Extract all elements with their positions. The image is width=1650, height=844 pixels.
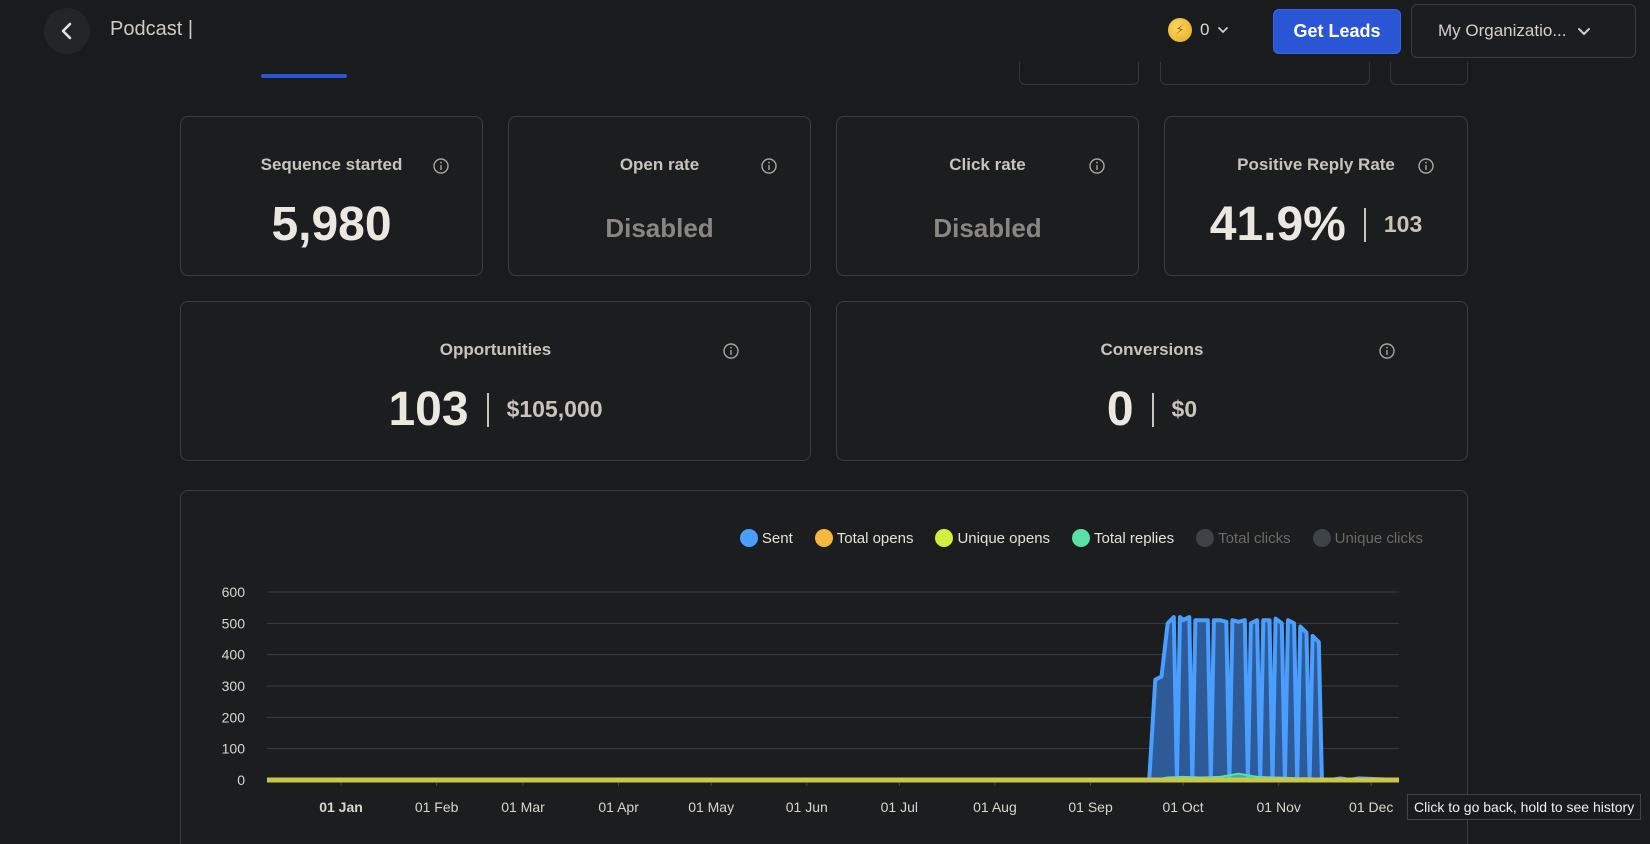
get-leads-button[interactable]: Get Leads — [1273, 9, 1401, 54]
legend-label: Sent — [761, 529, 793, 547]
value-separator — [1363, 207, 1366, 242]
card-value-row: 5,980 — [181, 197, 482, 252]
legend-label: Unique opens — [957, 529, 1051, 547]
legend-dot — [814, 529, 833, 547]
legend-item-unique-opens[interactable]: Unique opens — [935, 529, 1050, 547]
y-tick-label: 200 — [222, 709, 246, 725]
card-value: 0 — [1106, 383, 1134, 436]
y-tick-label: 600 — [222, 584, 246, 600]
card-conversions: Conversions 0 $0 — [836, 301, 1468, 461]
card-value: 103 — [388, 383, 469, 436]
x-tick-label: 01 Jan — [319, 799, 363, 815]
y-tick-label: 300 — [222, 678, 246, 694]
series-line-sent — [341, 615, 1400, 782]
organization-select[interactable]: My Organizatio... — [1411, 4, 1636, 58]
info-icon[interactable] — [1088, 157, 1106, 175]
analytics-chart: 0 100 200 300 400 500 600 01 Jan 01 Feb 01 Mar 01 … — [222, 584, 1400, 815]
x-tick-label: 01 Oct — [1162, 799, 1203, 815]
toolbar-button[interactable] — [1390, 60, 1468, 85]
info-icon[interactable] — [760, 157, 778, 175]
card-label: Sequence started — [260, 155, 403, 174]
y-tick-label: 500 — [222, 615, 246, 631]
card-value: 41.9% — [1209, 198, 1346, 251]
y-tick-label: 0 — [237, 772, 245, 788]
x-tick-label: 01 Apr — [598, 799, 639, 815]
x-tick-label: 01 Sep — [1068, 799, 1113, 815]
info-icon[interactable] — [1378, 342, 1396, 360]
page-title: Podcast | — [110, 18, 194, 40]
x-tick-label: 01 Nov — [1257, 799, 1301, 815]
toolbar-button[interactable] — [1019, 60, 1139, 85]
chevron-down-icon — [1218, 27, 1229, 34]
chevron-left-icon — [61, 22, 72, 40]
legend-item-total-opens[interactable]: Total opens — [814, 529, 914, 547]
legend-label: Unique clicks — [1334, 529, 1423, 547]
legend-dot — [935, 529, 954, 547]
x-tick-label: 01 Dec — [1349, 799, 1393, 815]
x-tick-label: 01 Aug — [973, 799, 1017, 815]
card-opportunities: Opportunities 103 $105,000 — [180, 301, 811, 461]
card-value-row: Disabled — [837, 197, 1138, 244]
card-sub-value: 103 — [1383, 211, 1423, 237]
back-tooltip: Click to go back, hold to see history — [1407, 794, 1642, 820]
y-tick-label: 400 — [222, 647, 246, 663]
x-tick-label: 01 May — [688, 799, 734, 815]
lightning-coin-icon: ⚡ — [1168, 18, 1192, 42]
value-separator — [486, 392, 489, 427]
organization-label: My Organizatio... — [1438, 21, 1567, 40]
card-sequence-started: Sequence started 5,980 — [180, 116, 483, 276]
legend-item-total-clicks[interactable]: Total clicks — [1196, 529, 1291, 547]
card-label: Positive Reply Rate — [1237, 155, 1395, 174]
top-bar: Podcast | ⚡ 0 Get Leads My Organizatio..… — [0, 0, 1650, 62]
card-value-row: 0 $0 — [837, 382, 1467, 437]
card-label: Opportunities — [439, 340, 552, 359]
legend-dot — [1312, 529, 1331, 547]
legend-item-total-replies[interactable]: Total replies — [1072, 529, 1174, 547]
legend-label: Total opens — [836, 529, 914, 547]
toolbar-button[interactable] — [1160, 60, 1370, 85]
card-label: Open rate — [619, 155, 700, 174]
info-icon[interactable] — [1417, 157, 1435, 175]
x-tick-label: 01 Mar — [501, 799, 545, 815]
card-value: 5,980 — [271, 198, 392, 251]
card-label: Conversions — [1100, 340, 1204, 359]
card-sub-value: $0 — [1171, 396, 1198, 422]
info-icon[interactable] — [432, 157, 450, 175]
legend-label: Total replies — [1094, 529, 1175, 547]
info-icon[interactable] — [722, 342, 740, 360]
card-value-row: 41.9% 103 — [1165, 197, 1467, 252]
active-tab-indicator — [261, 74, 347, 78]
card-value-row: 103 $105,000 — [181, 382, 810, 437]
credits-dropdown[interactable]: ⚡ 0 — [1168, 18, 1229, 42]
analytics-chart-card: Sent Total opens Unique opens Total replies… — [180, 490, 1468, 844]
x-tick-label: 01 Feb — [415, 799, 459, 815]
card-click-rate: Click rate Disabled — [836, 116, 1139, 276]
card-label: Click rate — [949, 155, 1026, 174]
card-value: Disabled — [933, 213, 1042, 243]
chart-legend: Sent Total opens Unique opens Total replies… — [739, 529, 1423, 547]
card-sub-value: $105,000 — [506, 396, 603, 422]
legend-dot — [1072, 529, 1091, 547]
card-value-row: Disabled — [509, 197, 810, 244]
legend-dot — [1196, 529, 1215, 547]
series-area-sent — [341, 617, 1399, 780]
value-separator — [1151, 392, 1154, 427]
card-value: Disabled — [605, 213, 714, 243]
y-tick-label: 100 — [222, 741, 246, 757]
legend-dot — [739, 529, 758, 547]
chevron-down-icon — [1577, 28, 1590, 36]
x-tick-label: 01 Jun — [786, 799, 828, 815]
x-tick-label: 01 Jul — [881, 799, 918, 815]
credits-count: 0 — [1200, 20, 1210, 39]
card-positive-reply-rate: Positive Reply Rate 41.9% 103 — [1164, 116, 1468, 276]
legend-item-sent[interactable]: Sent — [739, 529, 793, 547]
card-open-rate: Open rate Disabled — [508, 116, 811, 276]
back-button[interactable] — [44, 8, 90, 54]
legend-item-unique-clicks[interactable]: Unique clicks — [1312, 529, 1423, 547]
legend-label: Total clicks — [1218, 529, 1291, 547]
